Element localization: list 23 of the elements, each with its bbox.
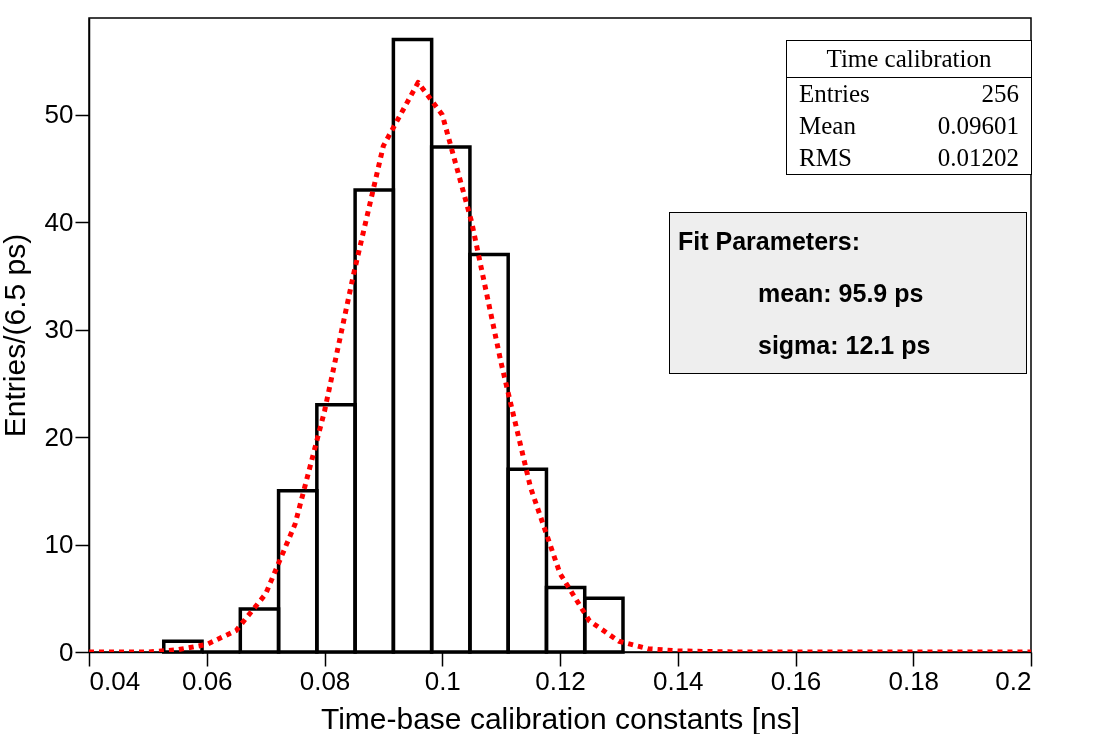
stats-text-box: Time calibration Entries 256 Mean 0.09601 RMS 0.01202 xyxy=(786,40,1032,175)
annotation: Fit Parameters: xyxy=(678,227,861,256)
y-axis-title: Entries/(6.5 ps) xyxy=(0,233,31,438)
y-tick-label: 0 xyxy=(59,636,74,667)
y-tick-label: 10 xyxy=(44,529,74,560)
y-tick-label: 30 xyxy=(44,314,74,345)
x-tick-label: 0.1 xyxy=(424,665,461,696)
x-tick-label: 0.04 xyxy=(89,665,141,696)
x-tick-label: 0.08 xyxy=(299,665,351,696)
x-axis-title: Time-base calibration constants [ns] xyxy=(320,701,801,735)
annotation: Time calibration xyxy=(787,41,1031,78)
fit-text-box: Fit Parameters: mean: 95.9 ps sigma: 12.1 ps xyxy=(669,212,1027,374)
y-tick-label: 50 xyxy=(44,99,74,130)
x-tick-label: 0.16 xyxy=(770,665,822,696)
x-tick-label: 0.12 xyxy=(535,665,586,696)
x-tick-label: 0.18 xyxy=(888,665,940,696)
annotation: sigma: 12.1 ps xyxy=(758,331,931,360)
x-tick-label: 0.06 xyxy=(181,665,233,696)
annotation: mean: 95.9 ps xyxy=(758,279,924,308)
x-tick-label: 0.2 xyxy=(995,665,1032,696)
y-tick-label: 20 xyxy=(44,421,74,452)
x-tick-label: 0.14 xyxy=(652,665,704,696)
y-tick-label: 40 xyxy=(44,206,74,237)
